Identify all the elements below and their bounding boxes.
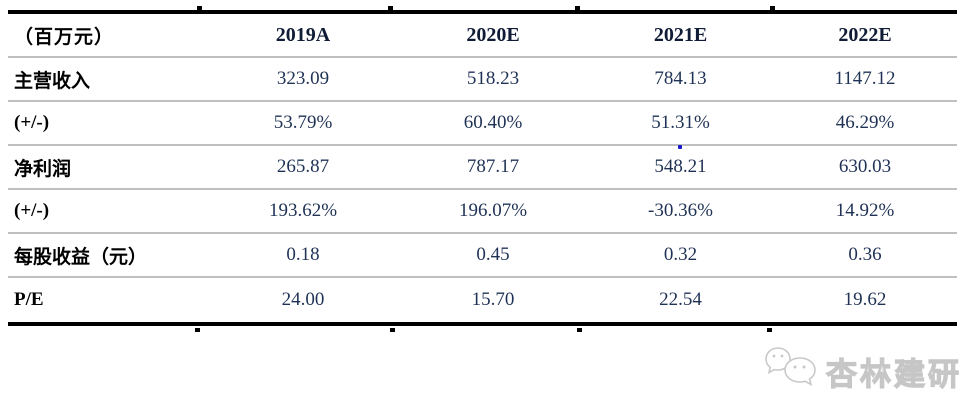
cell-value: 518.23 — [466, 68, 520, 89]
row-label: P/E — [14, 289, 44, 310]
watermark-brand-text: 杏林建研 — [825, 356, 962, 392]
cell-value: 19.62 — [843, 289, 887, 310]
cell-value: 196.07% — [458, 200, 528, 221]
cell-value: 0.32 — [663, 244, 698, 265]
cell-value: -30.36% — [648, 200, 713, 221]
cell-value: 630.03 — [838, 156, 892, 177]
artifact-dot — [390, 328, 395, 332]
artifact-dot — [575, 6, 580, 10]
table-row-revenue: 主营收入 323.09 518.23 784.13 1147.12 — [8, 58, 957, 102]
cell-value: 51.31% — [651, 112, 710, 133]
wechat-chat-bubbles-icon — [762, 344, 820, 399]
cell-value: 323.09 — [276, 68, 330, 89]
cell-value: 784.13 — [654, 68, 707, 89]
cell-value: 193.62% — [268, 200, 338, 221]
cell-value: 0.18 — [286, 244, 320, 265]
cell-value: 46.29% — [835, 112, 895, 133]
artifact-dot — [195, 328, 200, 332]
cell-value: 548.21 — [654, 156, 707, 177]
cell-value: 15.70 — [471, 289, 515, 310]
artifact-dot — [767, 328, 772, 332]
column-header-2020e: 2020E — [466, 23, 520, 46]
column-header-2022e: 2022E — [838, 23, 892, 46]
table-row-net-profit-growth: (+/-) 193.62% 196.07% -30.36% 14.92% — [8, 190, 957, 234]
watermark: 杏林建研 — [762, 344, 962, 399]
table-row-pe: P/E 24.00 15.70 22.54 19.62 — [8, 278, 957, 322]
row-label: 主营收入 — [14, 70, 91, 92]
cell-value: 24.00 — [281, 289, 325, 310]
row-label: (+/-) — [14, 112, 50, 133]
cell-value: 14.92% — [835, 200, 895, 221]
artifact-dot-blue — [678, 145, 682, 149]
row-label: 每股收益（元） — [14, 246, 148, 268]
row-label: 净利润 — [14, 158, 72, 180]
column-header-2021e: 2021E — [653, 23, 708, 46]
unit-header: （百万元） — [14, 26, 115, 48]
cell-value: 22.54 — [659, 289, 702, 310]
artifact-dot — [197, 6, 202, 10]
column-header-2019a: 2019A — [275, 23, 331, 46]
artifact-dot — [388, 6, 393, 10]
table-row-net-profit: 净利润 265.87 787.17 548.21 630.03 — [8, 146, 957, 190]
cell-value: 0.36 — [848, 244, 882, 265]
cell-value: 0.45 — [476, 244, 510, 265]
table-header-row: （百万元） 2019A 2020E 2021E 2022E — [8, 14, 957, 58]
cell-value: 60.40% — [463, 112, 523, 133]
cell-value: 1147.12 — [834, 68, 896, 89]
artifact-dot — [770, 6, 775, 10]
cell-value: 787.17 — [466, 156, 520, 177]
table-row-revenue-growth: (+/-) 53.79% 60.40% 51.31% 46.29% — [8, 102, 957, 146]
row-label: (+/-) — [14, 200, 50, 221]
cell-value: 53.79% — [273, 112, 333, 133]
financial-summary-table: （百万元） 2019A 2020E 2021E 2022E 主营收入 323.0… — [8, 10, 957, 326]
cell-value: 265.87 — [276, 156, 330, 177]
table-row-eps: 每股收益（元） 0.18 0.45 0.32 0.36 — [8, 234, 957, 278]
artifact-dot — [577, 328, 582, 332]
